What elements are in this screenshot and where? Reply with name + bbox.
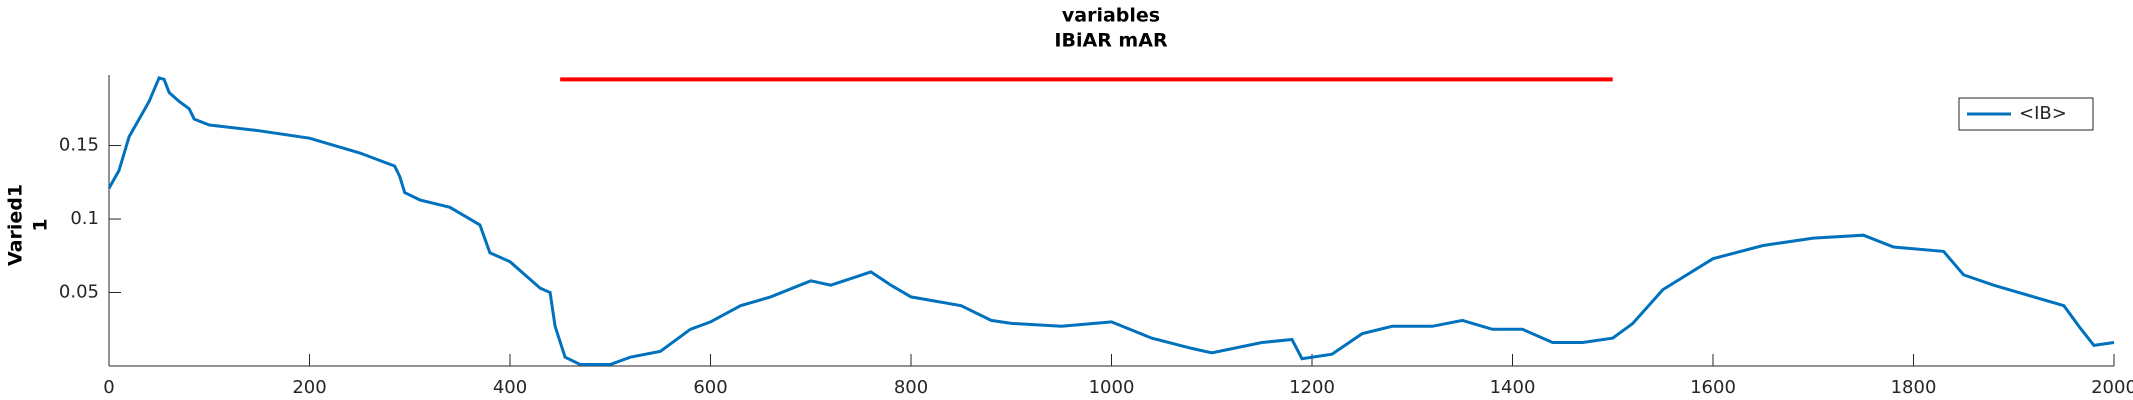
y-axis-label: 1 [30,218,52,231]
x-tick-label: 2000 [2091,377,2133,398]
data-line [107,76,2115,366]
y-tick-label: 0.15 [59,135,99,156]
x-tick-label: 1000 [1089,377,1135,398]
y-tick-label: 0.05 [59,282,99,303]
x-tick-label: 400 [493,377,527,398]
legend-label: <IB> [2019,103,2067,124]
chart-title: variables [1062,5,1160,27]
x-tick-label: 600 [693,377,727,398]
x-tick-label: 1400 [1490,377,1536,398]
x-tick-label: 800 [894,377,928,398]
x-tick-label: 1800 [1891,377,1937,398]
x-tick-label: 1600 [1690,377,1736,398]
x-tick-label: 1200 [1289,377,1335,398]
y-tick-label: 0.1 [70,208,99,229]
chart-title: IBiAR mAR [1054,30,1168,52]
x-tick-label: 200 [292,377,326,398]
x-tick-label: 0 [103,377,114,398]
y-axis-label: Varied1 [5,184,27,266]
